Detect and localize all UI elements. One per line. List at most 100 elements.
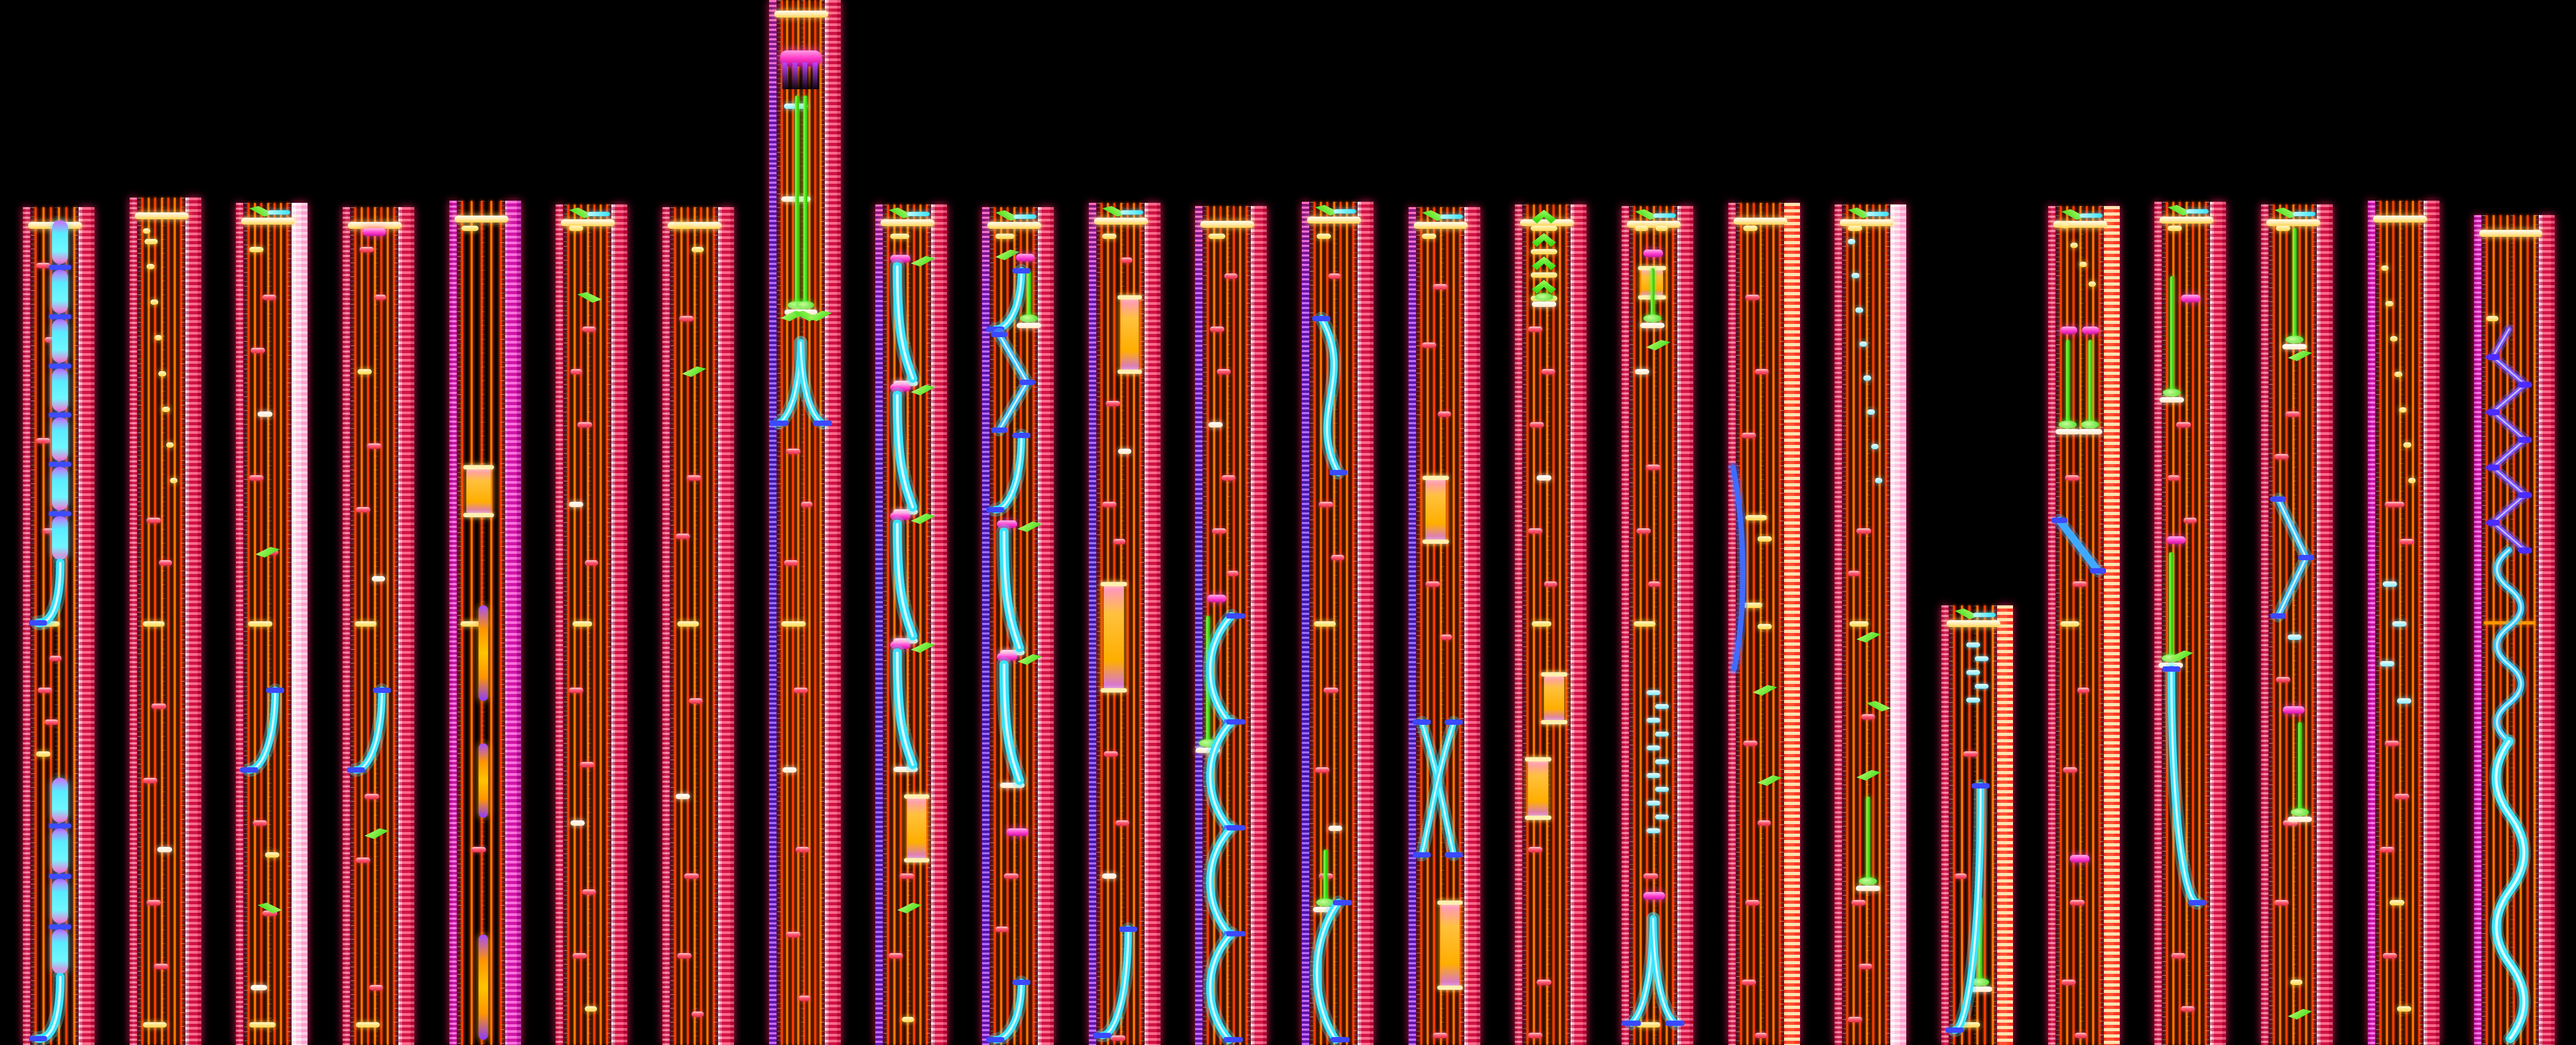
string-line xyxy=(1846,204,1848,1045)
rung-bar xyxy=(1432,1033,1448,1038)
speckle-stripe xyxy=(564,204,567,1045)
curve-endcap xyxy=(346,767,365,773)
rung-bar xyxy=(1741,433,1756,438)
rung-bar xyxy=(1954,873,1967,879)
stair-dash xyxy=(166,442,174,448)
cyan-streak-icon xyxy=(2292,212,2315,216)
rung-bar xyxy=(1858,964,1873,969)
curve-layer xyxy=(1202,609,1246,1045)
rung-bar xyxy=(1852,900,1866,905)
rung-bar xyxy=(1004,873,1019,879)
speckle-stripe xyxy=(351,207,354,1045)
speckle-stripe xyxy=(31,207,35,1045)
orange-block xyxy=(1117,295,1142,374)
rung-bar xyxy=(684,873,699,879)
curve-endcap xyxy=(1226,931,1246,937)
curve-path xyxy=(1316,901,1340,1041)
capsule-segment xyxy=(52,319,69,363)
rung-bar xyxy=(1314,621,1336,627)
rung-bar xyxy=(248,621,272,627)
string-line xyxy=(1246,206,1248,1045)
top-bar xyxy=(1200,221,1254,228)
string-line xyxy=(141,198,143,1045)
green-stem xyxy=(1978,897,1983,982)
column-left-border xyxy=(1622,206,1629,1045)
top-bar xyxy=(1520,219,1574,226)
rung-bar xyxy=(1529,422,1544,427)
green-blob xyxy=(796,301,814,309)
rung-bar xyxy=(1755,1033,1768,1038)
top-bar xyxy=(241,218,295,225)
curve-layer xyxy=(1622,912,1685,1030)
string-line xyxy=(820,0,822,1045)
column-left-border xyxy=(2474,215,2481,1045)
string-line xyxy=(1420,207,1422,1045)
rung-bar xyxy=(42,528,57,534)
rung-bar xyxy=(1743,603,1763,608)
string-line xyxy=(65,207,68,1045)
rung-bar xyxy=(250,985,268,990)
rung-bar xyxy=(153,964,169,969)
string-line xyxy=(786,0,789,1045)
string-line xyxy=(926,204,928,1045)
neon-column xyxy=(1941,605,2013,1045)
string-line xyxy=(1345,202,1348,1045)
rung-bar xyxy=(2060,621,2080,627)
string-line xyxy=(1139,203,1141,1045)
top-bar xyxy=(2479,230,2542,237)
base-bar xyxy=(2158,663,2183,668)
string-line xyxy=(791,0,794,1045)
rung-bar xyxy=(2382,953,2397,958)
string-line xyxy=(1968,605,1971,1045)
rung-bar xyxy=(158,560,173,566)
rung-bar xyxy=(258,412,272,417)
speckle-stripe xyxy=(1417,207,1420,1045)
stair-dash xyxy=(2408,478,2416,483)
string-line xyxy=(2099,206,2101,1045)
rung-bar xyxy=(686,475,702,481)
rung-bar xyxy=(1634,621,1656,627)
speckle-stripe xyxy=(1949,605,1953,1045)
rung-bar xyxy=(1103,751,1118,757)
neon-column xyxy=(982,207,1054,1045)
speckle-stripe xyxy=(457,201,461,1045)
rung-bar xyxy=(2394,794,2409,799)
rung-bar xyxy=(2274,900,2289,905)
string-line xyxy=(2411,201,2414,1045)
speckle-stripe xyxy=(1886,204,1890,1045)
string-line xyxy=(1526,204,1529,1045)
cyan-streak-icon xyxy=(2186,209,2208,213)
string-line xyxy=(2527,215,2529,1045)
string-line xyxy=(1672,206,1674,1045)
green-stem xyxy=(2169,552,2173,658)
string-line xyxy=(1984,605,1986,1045)
cyan-bead xyxy=(1966,643,1980,647)
orange-block xyxy=(1422,476,1449,544)
magenta-cap xyxy=(362,228,387,236)
column-right-border xyxy=(1251,206,1267,1045)
totem-bar xyxy=(1531,226,1558,231)
rung-bar xyxy=(147,900,161,905)
string-line xyxy=(2520,215,2522,1045)
rung-bar xyxy=(471,847,486,852)
neon-column xyxy=(1302,202,1374,1045)
curve-layer xyxy=(556,204,627,1045)
curve-layer xyxy=(2270,493,2314,622)
column-left-border xyxy=(449,201,457,1045)
rung-bar xyxy=(2285,412,2300,417)
curve-endcap xyxy=(2270,496,2287,502)
string-line xyxy=(1872,204,1874,1045)
speckle-stripe xyxy=(670,207,674,1045)
speckle-stripe xyxy=(2535,215,2538,1045)
green-stem xyxy=(2298,722,2302,812)
string-line xyxy=(2486,215,2488,1045)
stair-dash xyxy=(169,478,178,483)
column-right-border xyxy=(79,207,95,1045)
cyan-bead xyxy=(1646,801,1660,806)
stair-dash xyxy=(1847,239,1856,244)
rung-bar xyxy=(1861,714,1875,719)
rung-bar xyxy=(793,688,808,693)
orange-block xyxy=(1100,582,1127,692)
rung-bar xyxy=(2275,677,2290,682)
rung-bar xyxy=(157,847,172,852)
